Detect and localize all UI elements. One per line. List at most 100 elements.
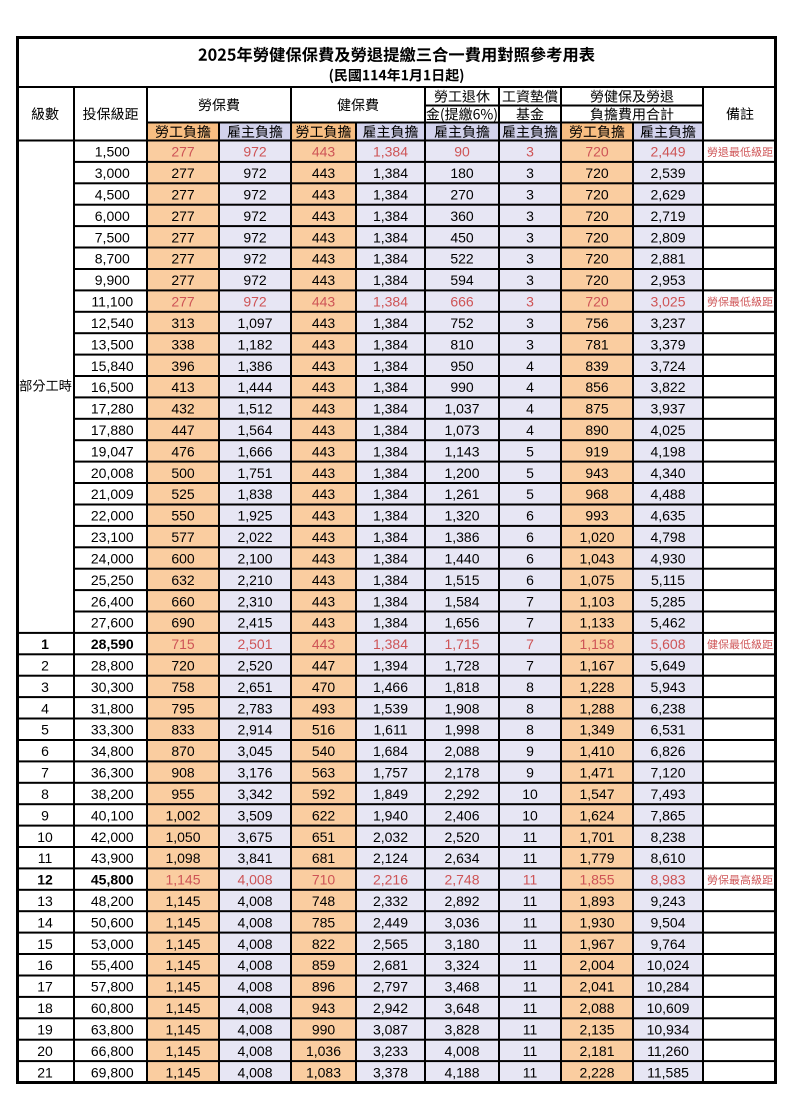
svg-text:752: 752 [450,315,474,331]
svg-text:6,000: 6,000 [95,208,130,224]
svg-text:720: 720 [585,208,609,224]
svg-text:277: 277 [171,187,195,203]
svg-text:990: 990 [450,379,474,395]
svg-text:3,724: 3,724 [650,358,685,374]
svg-text:443: 443 [312,358,336,374]
svg-text:180: 180 [450,165,474,181]
svg-text:1,182: 1,182 [237,336,272,352]
svg-text:53,000: 53,000 [91,936,134,952]
svg-text:3,828: 3,828 [444,1022,479,1038]
svg-text:4: 4 [526,401,534,417]
svg-text:5,285: 5,285 [650,593,685,609]
svg-text:3: 3 [526,294,534,310]
svg-text:7: 7 [526,593,534,609]
svg-text:11,260: 11,260 [647,1043,689,1059]
svg-text:2,332: 2,332 [373,893,408,909]
svg-text:5,649: 5,649 [650,658,685,674]
svg-text:666: 666 [450,294,474,310]
svg-text:1,103: 1,103 [579,593,614,609]
svg-text:3: 3 [526,208,534,224]
svg-text:1,757: 1,757 [373,765,408,781]
svg-text:592: 592 [312,786,336,802]
svg-text:11,585: 11,585 [647,1064,689,1080]
svg-text:1,779: 1,779 [579,850,614,866]
svg-text:22,000: 22,000 [91,508,134,524]
svg-text:10,609: 10,609 [647,1000,690,1016]
svg-text:2,953: 2,953 [650,272,685,288]
svg-text:1,384: 1,384 [373,443,408,459]
svg-text:2,783: 2,783 [237,700,272,716]
svg-text:795: 795 [171,700,195,716]
svg-text:60,800: 60,800 [91,1000,134,1016]
svg-text:9,900: 9,900 [95,272,130,288]
svg-text:720: 720 [585,251,609,267]
svg-text:1,384: 1,384 [373,422,408,438]
svg-text:890: 890 [585,422,609,438]
svg-text:1,925: 1,925 [237,508,272,524]
svg-text:7: 7 [526,615,534,631]
svg-text:11: 11 [523,850,538,866]
svg-text:1,384: 1,384 [373,615,408,631]
svg-text:17: 17 [37,979,53,995]
svg-text:33,300: 33,300 [91,722,134,738]
svg-text:2,942: 2,942 [373,1000,408,1016]
svg-text:443: 443 [312,551,336,567]
svg-text:9: 9 [526,743,534,759]
svg-text:2,088: 2,088 [444,743,479,759]
svg-text:4: 4 [526,422,534,438]
svg-text:2,004: 2,004 [579,957,614,973]
svg-text:7: 7 [526,658,534,674]
svg-text:2,181: 2,181 [579,1043,614,1059]
svg-text:1,893: 1,893 [579,893,614,909]
svg-text:972: 972 [243,187,267,203]
svg-text:24,000: 24,000 [91,551,134,567]
svg-text:1,145: 1,145 [165,914,200,930]
svg-text:8: 8 [526,722,534,738]
svg-text:720: 720 [585,144,609,160]
svg-text:3,233: 3,233 [373,1043,408,1059]
svg-text:1,440: 1,440 [444,551,479,567]
svg-text:972: 972 [243,272,267,288]
svg-text:1,384: 1,384 [373,187,408,203]
svg-text:4,008: 4,008 [237,1064,272,1080]
svg-text:4,025: 4,025 [650,422,685,438]
svg-text:1,384: 1,384 [373,208,408,224]
svg-text:4,008: 4,008 [237,1000,272,1016]
svg-text:277: 277 [171,272,195,288]
svg-text:6,238: 6,238 [650,700,685,716]
svg-text:8: 8 [41,786,49,802]
svg-text:48,200: 48,200 [91,893,134,909]
svg-text:1,500: 1,500 [95,144,130,160]
svg-text:1,167: 1,167 [579,658,614,674]
svg-text:833: 833 [171,722,195,738]
svg-text:600: 600 [171,551,195,567]
svg-text:3,379: 3,379 [650,336,685,352]
svg-text:443: 443 [312,529,336,545]
svg-text:11,100: 11,100 [91,294,133,310]
svg-text:720: 720 [171,658,195,674]
svg-text:1,145: 1,145 [165,1043,200,1059]
svg-text:720: 720 [585,165,609,181]
svg-text:4,008: 4,008 [237,957,272,973]
svg-text:950: 950 [450,358,474,374]
svg-text:14: 14 [37,914,53,930]
svg-text:9,504: 9,504 [650,914,685,930]
svg-text:2,135: 2,135 [579,1022,614,1038]
svg-text:443: 443 [312,272,336,288]
svg-text:4: 4 [41,700,49,716]
svg-text:413: 413 [171,379,195,395]
svg-text:10: 10 [522,786,538,802]
svg-text:1,384: 1,384 [373,315,408,331]
svg-text:1,515: 1,515 [444,572,479,588]
svg-text:1,444: 1,444 [237,379,272,395]
svg-text:443: 443 [312,187,336,203]
svg-text:7,500: 7,500 [95,229,130,245]
svg-text:3,509: 3,509 [237,807,272,823]
svg-text:10: 10 [37,829,53,845]
svg-text:3: 3 [526,144,534,160]
svg-text:432: 432 [171,401,195,417]
svg-text:4,008: 4,008 [237,872,272,888]
svg-text:2,178: 2,178 [444,765,479,781]
svg-text:1,701: 1,701 [579,829,614,845]
svg-text:1,384: 1,384 [373,229,408,245]
